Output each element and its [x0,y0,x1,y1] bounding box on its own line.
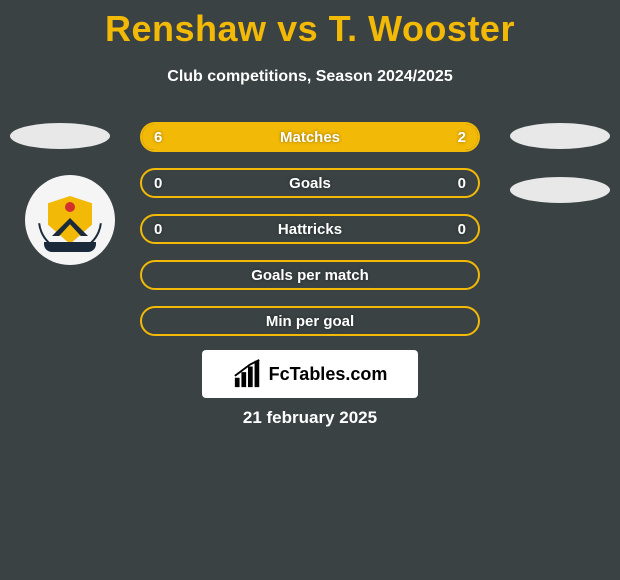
stat-value-right: 2 [458,124,466,150]
player-right-ellipse-2 [510,177,610,203]
club-badge [25,175,115,265]
footer-date: 21 february 2025 [0,408,620,428]
brand-text: FcTables.com [269,364,388,385]
player-left-ellipse [10,123,110,149]
stat-row: Goals per match [140,260,480,290]
player-right-ellipse-1 [510,123,610,149]
brand-logo[interactable]: FcTables.com [202,350,418,398]
stat-row: 0Goals0 [140,168,480,198]
stat-label: Goals [142,170,478,196]
stats-panel: 6Matches20Goals00Hattricks0Goals per mat… [140,122,480,352]
stat-row: 0Hattricks0 [140,214,480,244]
stat-label: Goals per match [142,262,478,288]
stat-row: 6Matches2 [140,122,480,152]
stat-label: Hattricks [142,216,478,242]
page-title: Renshaw vs T. Wooster [0,0,620,50]
club-crest-icon [38,188,102,252]
stat-label: Min per goal [142,308,478,334]
bar-chart-icon [233,359,263,389]
stat-value-right: 0 [458,216,466,242]
stat-row: Min per goal [140,306,480,336]
stat-label: Matches [142,124,478,150]
page-subtitle: Club competitions, Season 2024/2025 [0,68,620,86]
stat-value-right: 0 [458,170,466,196]
